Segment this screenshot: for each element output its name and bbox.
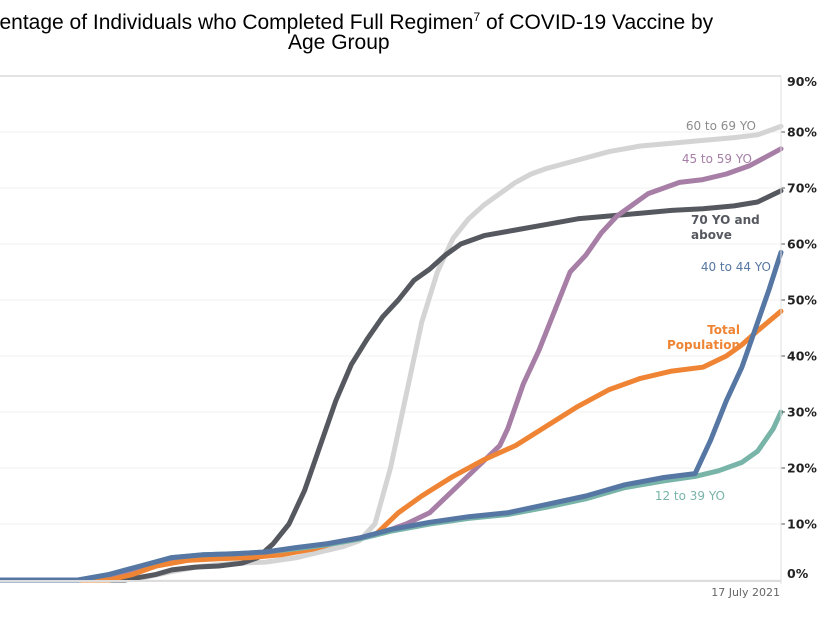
series-label: above — [691, 228, 732, 242]
series-label: 70 YO and — [691, 213, 760, 227]
series-label: Total — [707, 323, 740, 337]
y-axis: 0% 10% 20% 30% 40% 50% 60% 70% 80% 90% — [0, 74, 817, 584]
series-line-40-to-44-yo — [0, 249, 784, 583]
y-tick-label: 0% — [787, 566, 809, 581]
y-tick-label: 20% — [787, 461, 817, 476]
series-label: 40 to 44 YO — [701, 260, 771, 274]
y-tick-label: 70% — [787, 181, 817, 196]
title-line-2: Age Group — [288, 31, 390, 54]
title-suffix: of COVID-19 Vaccine by — [480, 11, 714, 34]
series-label: Population — [667, 338, 740, 352]
series-line-60-to-69-yo — [0, 123, 784, 583]
series-lines — [0, 123, 784, 583]
series-label: 45 to 59 YO — [682, 152, 752, 166]
y-tick-label: 60% — [787, 237, 817, 252]
gridlines — [0, 75, 781, 581]
title-line-1: rcentage of Individuals who Completed Fu… — [0, 4, 713, 36]
y-tick-label: 90% — [787, 74, 817, 89]
y-tick-label: 40% — [787, 349, 817, 364]
y-tick-label: 80% — [787, 125, 817, 140]
y-tick-label: 30% — [787, 405, 817, 420]
title-prefix: rcentage of Individuals who Completed Fu… — [0, 11, 474, 34]
x-axis-end-label: 17 July 2021 — [711, 586, 780, 599]
series-label: 12 to 39 YO — [655, 489, 725, 503]
y-tick-label: 10% — [787, 517, 817, 532]
series-line-70-yo-and-above — [0, 188, 784, 583]
footnote-marker: 7 — [473, 10, 481, 24]
series-line-total-population — [0, 308, 784, 583]
series-label: 60 to 69 YO — [686, 119, 756, 133]
y-tick-label: 50% — [787, 293, 817, 308]
